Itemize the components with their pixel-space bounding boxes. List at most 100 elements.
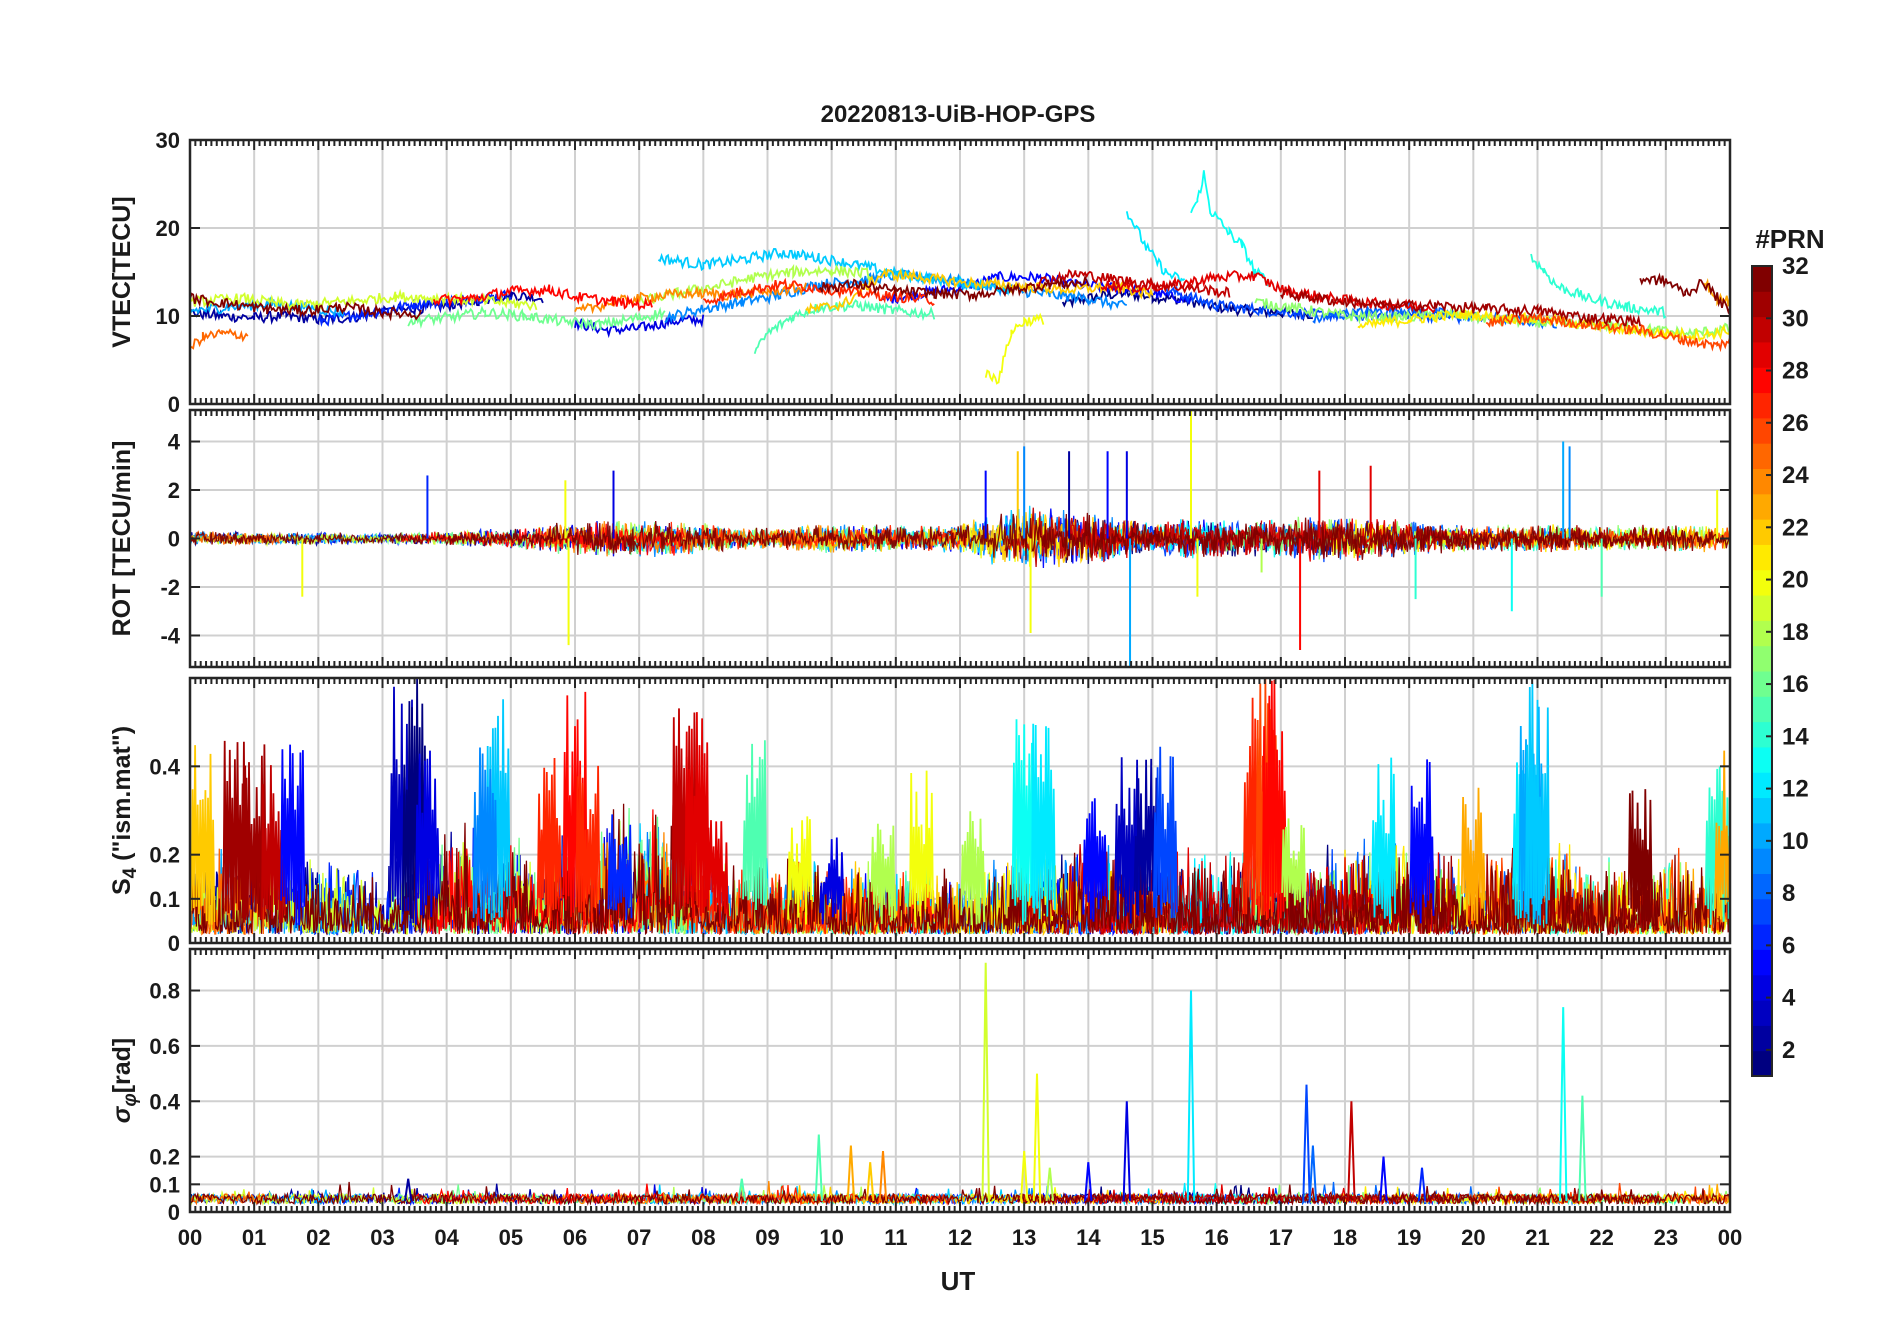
sigma-y-tick-label: 0.8: [149, 979, 180, 1004]
colorbar-step: [1752, 569, 1772, 596]
rot-y-tick-label: -2: [160, 575, 180, 600]
s4-spike: [1133, 758, 1159, 915]
colorbar-step: [1752, 1050, 1772, 1077]
panel-rot: -4 -2 0 2 4 ROT [TECU/min]: [108, 408, 1732, 669]
s4-spike: [241, 741, 267, 921]
colorbar-step: [1752, 316, 1772, 343]
sigma-y-label-sub: φ: [120, 1093, 141, 1106]
s4-spike: [575, 765, 601, 922]
s4-spike: [415, 750, 440, 925]
vtec-series-prn-6: [317, 289, 512, 328]
colorbar-tick-label: 18: [1782, 619, 1809, 646]
vtec-series-prn-31: [1280, 288, 1642, 327]
s4-spike: [1031, 723, 1056, 920]
colorbar-tick-label: 30: [1782, 305, 1809, 332]
sigma-series: [190, 962, 1730, 1207]
panel-vtec: 0 10 20 30 VTEC[TECU]: [108, 128, 1732, 417]
vtec-series-prn-14: [1530, 253, 1667, 320]
x-tick-label: 00: [178, 1225, 202, 1250]
colorbar-step: [1752, 848, 1772, 874]
vtec-series-prn-26: [1485, 311, 1730, 353]
vtec-series-prn-23: [1703, 278, 1730, 307]
colorbar-step: [1752, 873, 1772, 900]
s4-y-tick-label: 0.2: [149, 843, 180, 868]
rot-minor-ticks: [189, 410, 1731, 667]
s4-spike: [1242, 697, 1268, 924]
sigma-spike: [1347, 1101, 1356, 1201]
x-axis-label: UT: [941, 1266, 976, 1296]
s4-spike: [819, 837, 845, 925]
colorbar-step: [1752, 696, 1772, 723]
vtec-series-prn-4: [574, 314, 705, 339]
colorbar-tick-label: 4: [1782, 985, 1796, 1012]
x-tick-label: 10: [819, 1225, 843, 1250]
x-tick-label: 14: [1076, 1225, 1101, 1250]
sigma-y-tick-label: 0.2: [149, 1145, 180, 1170]
s4-spike: [222, 740, 248, 923]
x-tick-label: 04: [434, 1225, 459, 1250]
colorbar-tick-label: 16: [1782, 671, 1809, 698]
x-tick-label: 05: [499, 1225, 523, 1250]
sigma-y-tick-label: 0.1: [149, 1172, 180, 1197]
colorbar-tick-label: 24: [1782, 462, 1809, 489]
colorbar-step: [1752, 595, 1772, 621]
colorbar-step: [1752, 797, 1772, 824]
vtec-series-prn-28: [432, 284, 653, 312]
colorbar-tick-label: 8: [1782, 880, 1795, 907]
rot-series-prn-22: [773, 512, 1186, 568]
colorbar-tick-label: 20: [1782, 567, 1809, 594]
x-tick-label: 16: [1204, 1225, 1228, 1250]
x-tick-label: 03: [370, 1225, 394, 1250]
s4-y-label-sub: 4: [120, 867, 141, 878]
vtec-series-prn-20: [984, 312, 1045, 385]
s4-spike: [402, 678, 427, 919]
rot-series: [190, 410, 1730, 667]
x-tick-label: 17: [1269, 1225, 1293, 1250]
sigma-series-prn-32: [190, 1181, 1730, 1207]
sigma-spike: [1379, 1156, 1388, 1201]
colorbar-step: [1752, 822, 1772, 849]
vtec-series-prn-18: [638, 263, 871, 306]
s4-spike: [1371, 757, 1396, 924]
x-tick-label: 20: [1461, 1225, 1485, 1250]
s4-y-axis-label: S4 ("ism.mat"): [108, 726, 141, 895]
colorbar-tick-label: 12: [1782, 776, 1809, 803]
s4-y-tick-label: 0: [168, 931, 180, 956]
rot-y-tick-label: 4: [168, 430, 181, 455]
vtec-series-prn-12: [1125, 211, 1186, 287]
colorbar-step: [1752, 443, 1772, 469]
vtec-y-tick-label: 0: [168, 392, 180, 417]
colorbar-step: [1752, 772, 1772, 799]
s4-series: [190, 678, 1730, 937]
vtec-minor-ticks: [189, 139, 1731, 405]
s4-spike: [1409, 759, 1435, 924]
s4-spike: [1262, 679, 1287, 924]
s4-y-tick-label: 0.4: [149, 754, 180, 779]
sigma-minor-ticks: [189, 949, 1731, 1213]
sigma-spike: [404, 1178, 413, 1202]
colorbar-step: [1752, 417, 1772, 444]
s4-spike: [684, 712, 710, 919]
s4-y-label-main: S: [108, 878, 136, 895]
x-tick-label: 11: [884, 1225, 907, 1250]
x-tick-label: 09: [755, 1225, 779, 1250]
sigma-y-tick-label: 0.6: [149, 1034, 180, 1059]
sigma-y-label-rest: [rad]: [108, 1038, 136, 1094]
vtec-series-prn-13: [1190, 170, 1269, 287]
rot-y-tick-label: 2: [168, 478, 180, 503]
x-tick-label: 07: [627, 1225, 651, 1250]
colorbar-step: [1752, 671, 1772, 697]
sigma-y-tick-label: 0: [168, 1200, 180, 1225]
x-tick-label: 08: [691, 1225, 715, 1250]
s4-spike: [536, 757, 562, 921]
rot-y-axis-label: ROT [TECU/min]: [108, 441, 136, 637]
sigma-spike: [1122, 1101, 1131, 1201]
s4-spike: [1114, 757, 1140, 924]
s4-spike: [607, 814, 633, 921]
s4-spike: [1082, 798, 1108, 922]
sigma-spike: [1559, 1007, 1568, 1201]
sigma-spike: [1578, 1095, 1587, 1201]
sigma-y-label-main: σ: [108, 1105, 136, 1123]
